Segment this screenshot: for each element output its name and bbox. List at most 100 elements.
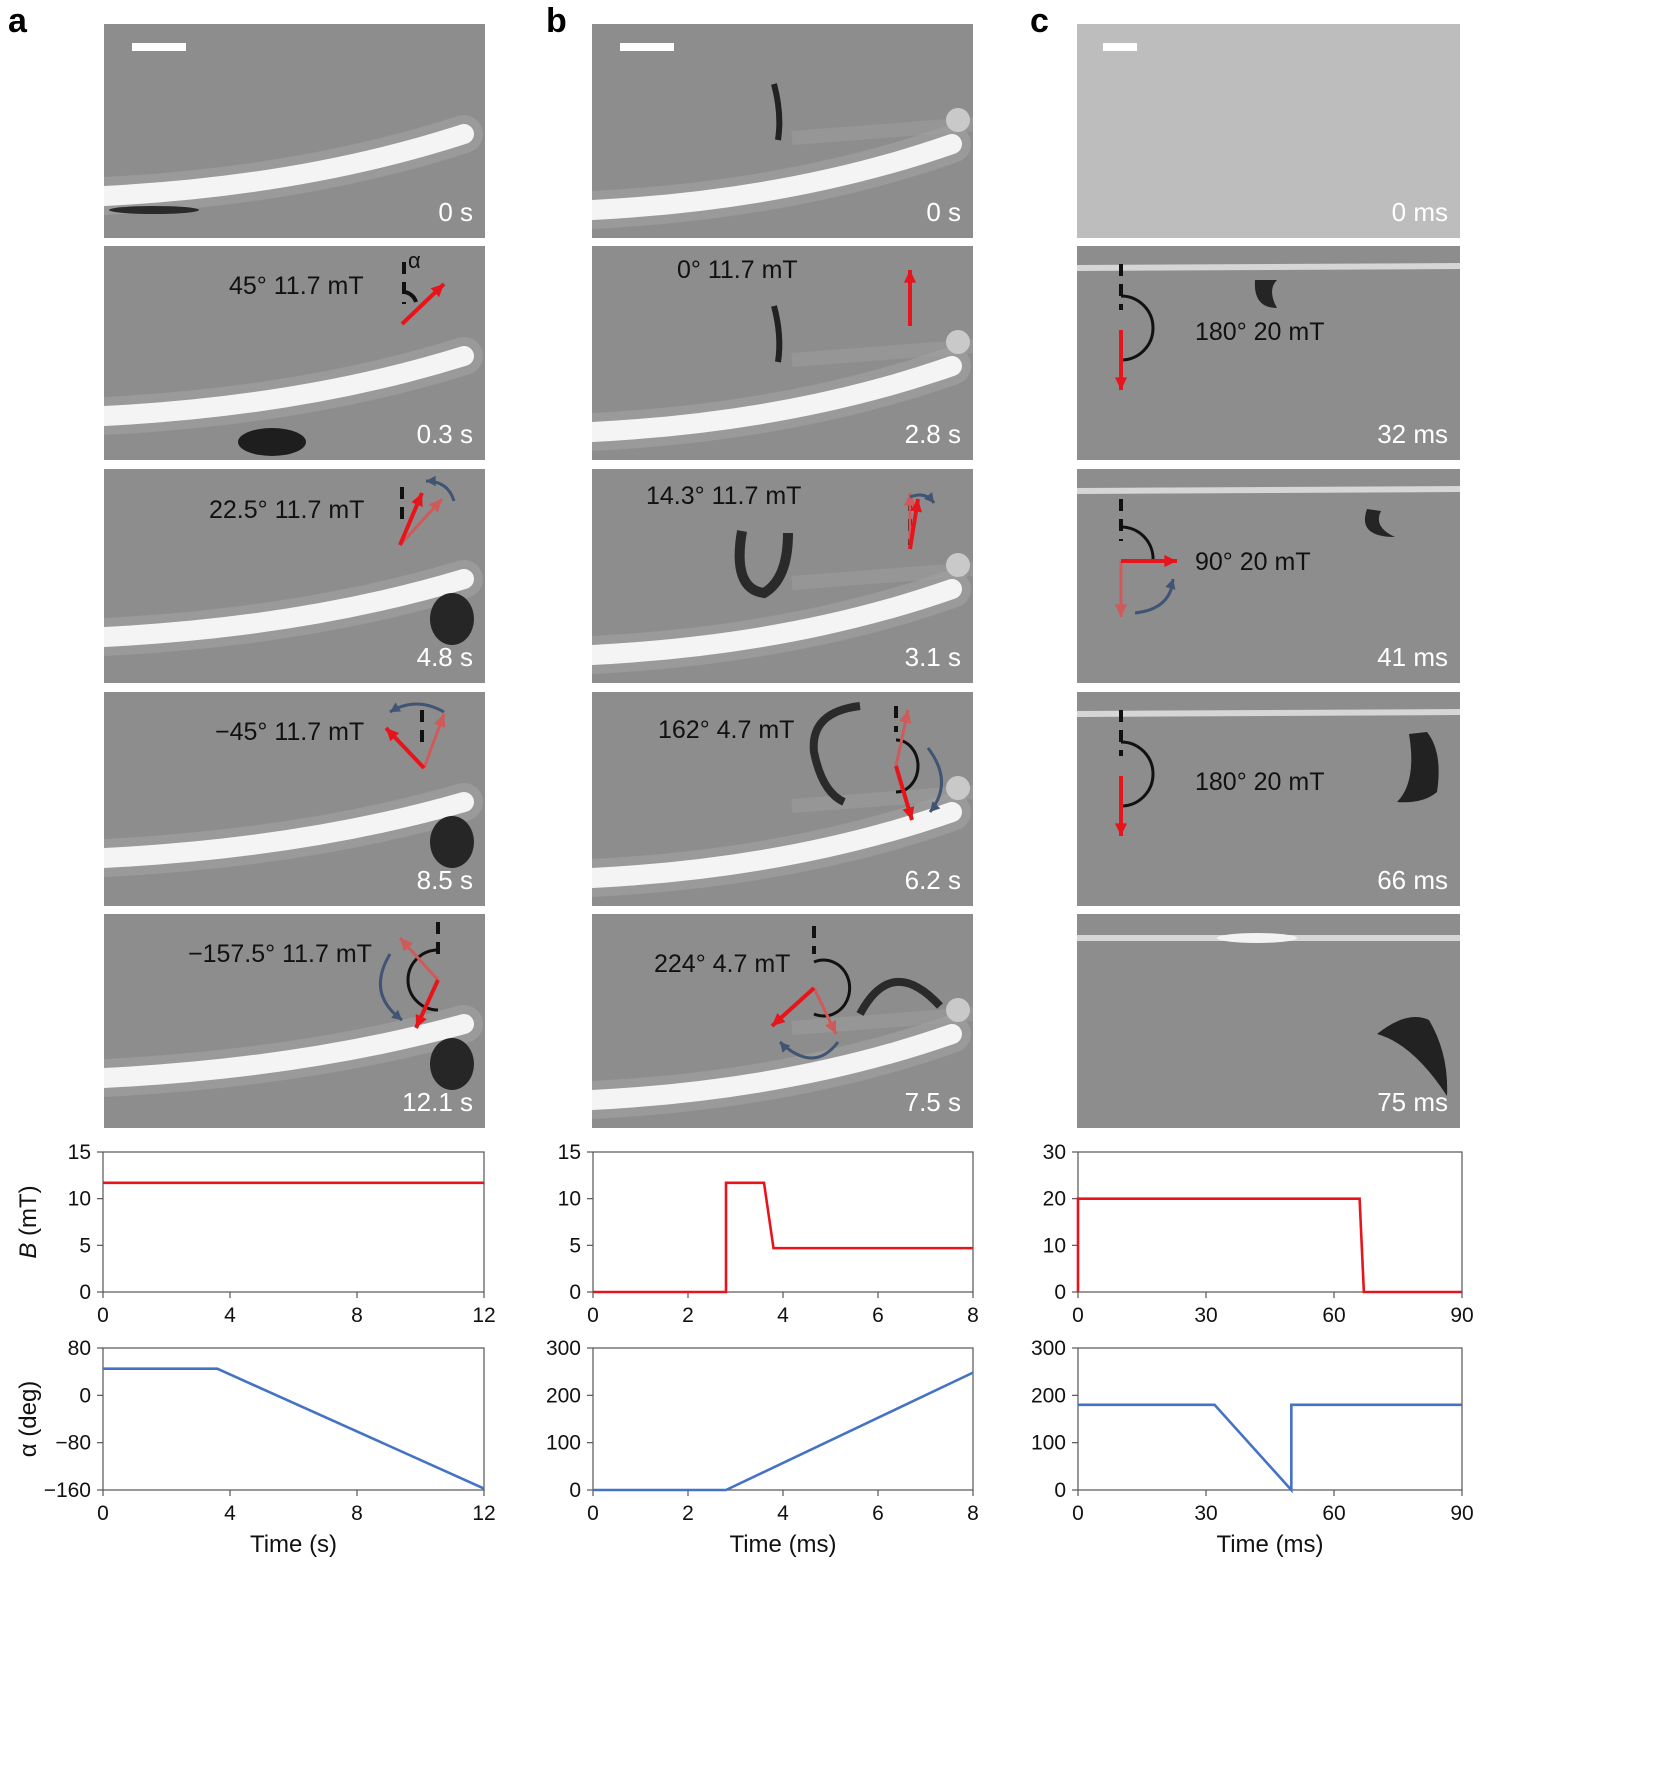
x-tick-label: 4 [224, 1304, 236, 1327]
y-tick-label: 300 [546, 1338, 581, 1360]
scale-bar [620, 43, 674, 51]
micrograph-scene [104, 475, 483, 656]
y-tick-label: 100 [1031, 1432, 1066, 1455]
y-tick-label: 15 [558, 1141, 581, 1164]
scale-bar [132, 43, 186, 51]
series-line-alpha [1078, 1403, 1462, 1494]
y-tick-label: −160 [44, 1479, 91, 1502]
y-tick-label: 15 [68, 1141, 91, 1164]
x-tick-label: 0 [587, 1304, 599, 1327]
y-tick-label: 200 [1031, 1384, 1066, 1407]
plot-c-angle: 0 30 60 90 0 100 200 300 Time (ms) [1031, 1338, 1474, 1558]
frame-c-1: 32 ms [1077, 246, 1460, 460]
plot-frame [1077, 1347, 1463, 1491]
frame-b-3: 6.2 s [592, 692, 973, 906]
field-label: 180° 20 mT [1195, 318, 1325, 346]
y-tick-label: 0 [569, 1479, 581, 1502]
plot-frame [1077, 1151, 1463, 1293]
micrograph-scene [104, 922, 483, 1097]
frame-c-4: 75 ms [1077, 914, 1460, 1128]
x-tick-label: 0 [97, 1304, 109, 1327]
x-tick-label: 4 [777, 1502, 789, 1525]
x-axis-label: Time (s) [250, 1531, 337, 1558]
panel-letter-a: a [8, 2, 27, 40]
x-tick-label: 60 [1322, 1502, 1345, 1525]
micrograph-scene [592, 270, 973, 451]
x-tick-label: 6 [872, 1502, 884, 1525]
x-tick-label: 90 [1450, 1502, 1473, 1525]
micrograph-scene [1077, 486, 1460, 617]
frame-a-3: 8.5 s [104, 692, 485, 906]
series-line-B [1076, 1197, 1462, 1294]
time-label: 0 ms [1391, 197, 1448, 227]
y-tick-label: 5 [79, 1234, 91, 1257]
plot-frame [102, 1347, 485, 1491]
plot-b-angle: 0 2 4 6 8 0 100 200 300 Time (ms) [546, 1338, 979, 1558]
time-label: 12.1 s [402, 1087, 473, 1117]
panel-letter-b: b [546, 2, 567, 40]
y-tick-label: 0 [79, 1281, 91, 1304]
x-tick-label: 60 [1322, 1304, 1345, 1327]
x-tick-label: 90 [1450, 1304, 1473, 1327]
x-tick-label: 30 [1194, 1502, 1217, 1525]
micrograph-scene [104, 115, 483, 215]
plot-a-angle: 0 4 8 12 −160 −80 0 80 α (deg) Time (s) [15, 1338, 496, 1558]
y-tick-label: 5 [569, 1234, 581, 1257]
plot-frame [102, 1151, 485, 1293]
time-label: 4.8 s [416, 642, 473, 672]
x-tick-label: 8 [967, 1502, 979, 1525]
series-line-alpha [103, 1367, 485, 1490]
y-tick-label: 10 [558, 1188, 581, 1211]
micrograph-scene [592, 83, 973, 229]
angle-symbol: α [408, 248, 421, 273]
frame-a-1: 0.3 s α [104, 246, 485, 460]
micrograph-scene [592, 492, 973, 674]
frame-b-4: 7.5 s [592, 914, 973, 1128]
frame-b-2: 3.1 s [592, 469, 973, 683]
x-tick-label: 4 [777, 1304, 789, 1327]
y-tick-label: 0 [569, 1281, 581, 1304]
scale-bar [1103, 43, 1137, 51]
frame-a-4: 12.1 s [104, 914, 485, 1128]
time-label: 6.2 s [904, 865, 961, 895]
time-label: 2.8 s [904, 419, 961, 449]
time-label: 41 ms [1377, 642, 1448, 672]
x-tick-label: 12 [472, 1502, 495, 1525]
y-tick-label: 300 [1031, 1338, 1066, 1360]
plot-c-field: 0 30 60 90 0 10 20 30 [1043, 1141, 1474, 1327]
y-axis-label: B (mT) [15, 1185, 42, 1258]
time-label: 0.3 s [416, 419, 473, 449]
time-label: 75 ms [1377, 1087, 1448, 1117]
micrograph-scene [592, 702, 973, 897]
x-tick-label: 12 [472, 1304, 495, 1327]
y-tick-label: 0 [1054, 1479, 1066, 1502]
field-label: 224° 4.7 mT [654, 950, 791, 978]
field-label: 14.3° 11.7 mT [646, 482, 802, 510]
x-tick-label: 0 [1072, 1502, 1084, 1525]
y-axis-label: α (deg) [15, 1381, 42, 1458]
field-label: 22.5° 11.7 mT [209, 496, 365, 524]
field-label: 180° 20 mT [1195, 768, 1325, 796]
time-label: 8.5 s [416, 865, 473, 895]
field-label: 90° 20 mT [1195, 548, 1311, 576]
frame-c-0: 0 ms [1077, 24, 1460, 238]
time-label: 0 s [926, 197, 961, 227]
time-label: 0 s [438, 197, 473, 227]
frame-b-1: 2.8 s [592, 246, 973, 460]
y-tick-label: 0 [1054, 1281, 1066, 1304]
field-label: −45° 11.7 mT [215, 718, 365, 746]
frame-a-2: 4.8 s [104, 469, 485, 683]
x-tick-label: 8 [351, 1502, 363, 1525]
field-label: 45° 11.7 mT [229, 272, 364, 300]
x-tick-label: 8 [967, 1304, 979, 1327]
frame-c-3: 66 ms [1077, 692, 1460, 906]
time-label: 32 ms [1377, 419, 1448, 449]
series-line-B [593, 1181, 973, 1294]
time-label: 3.1 s [904, 642, 961, 672]
x-tick-label: 0 [97, 1502, 109, 1525]
x-tick-label: 8 [351, 1304, 363, 1327]
field-label: 0° 11.7 mT [677, 256, 798, 284]
micrograph-scene [1077, 709, 1460, 836]
field-label: −157.5° 11.7 mT [188, 940, 372, 968]
y-tick-label: 10 [68, 1188, 91, 1211]
